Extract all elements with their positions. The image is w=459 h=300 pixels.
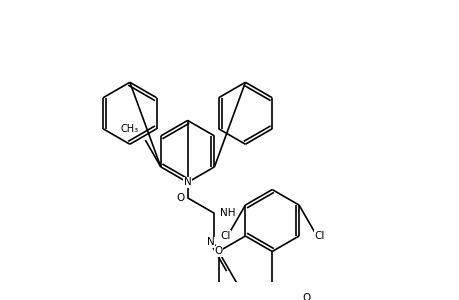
Text: O: O [214, 247, 222, 256]
Text: NH: NH [219, 208, 235, 218]
Text: Cl: Cl [219, 231, 230, 241]
Text: O: O [176, 193, 184, 203]
Text: N: N [183, 177, 191, 188]
Text: Cl: Cl [313, 231, 324, 241]
Text: N: N [207, 237, 214, 248]
Text: O: O [302, 293, 310, 300]
Text: CH₃: CH₃ [121, 124, 139, 134]
